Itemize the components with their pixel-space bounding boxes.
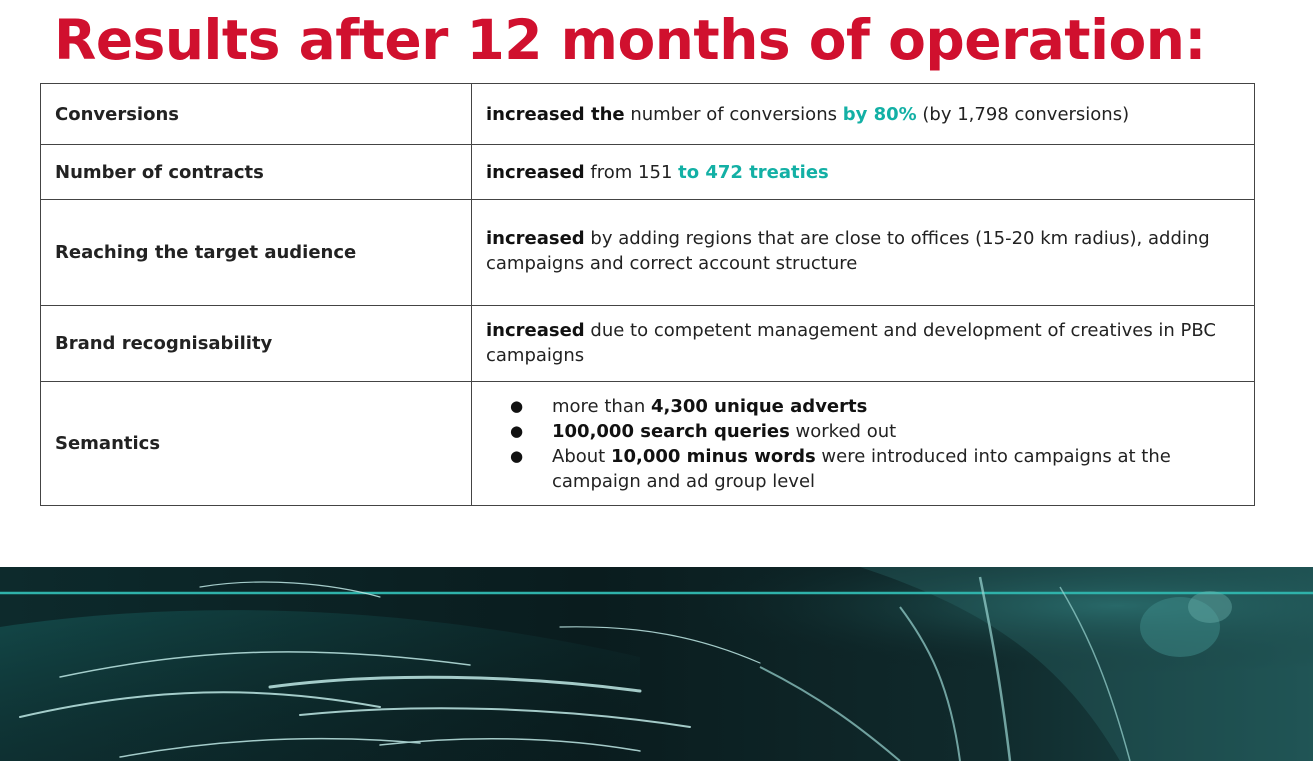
bullet-icon: ● (510, 421, 524, 440)
bullet-text: were introduced into campaigns at the ca… (552, 445, 1171, 492)
bullet-bold: 100,000 search queries (552, 420, 790, 442)
value-text: by adding regions that are close to offi… (486, 228, 1210, 274)
row-value: increased due to competent management an… (471, 305, 1255, 382)
bullet-bold: 10,000 minus words (610, 445, 816, 467)
row-label: Brand recognisability (40, 305, 472, 382)
reflection-lines (759, 576, 1131, 761)
bullet-icon: ● (510, 396, 524, 415)
bullet-text: worked out (789, 420, 897, 442)
value-bold: increased (486, 161, 585, 183)
table-row: Number of contracts increased from 151 t… (40, 144, 1255, 200)
value-text: from 151 (584, 161, 679, 183)
bullet-bold: 4,300 unique adverts (650, 395, 868, 417)
page-title: Results after 12 months of operation: (54, 8, 1206, 72)
list-item: ● more than 4,300 unique adverts (486, 394, 1240, 419)
list-item: ● About 10,000 minus words were introduce… (486, 444, 1240, 494)
row-value: ● more than 4,300 unique adverts ● 100,000… (471, 381, 1255, 506)
value-bold: increased (486, 320, 585, 341)
row-value: increased the number of conversions by 8… (471, 83, 1255, 145)
bullet-text: About (552, 445, 611, 467)
results-table: Conversions increased the number of conv… (40, 83, 1255, 506)
bullet-icon: ● (510, 446, 524, 465)
row-label: Number of contracts (40, 144, 472, 200)
table-row: Conversions increased the number of conv… (40, 83, 1255, 145)
car-photo-banner (0, 567, 1313, 761)
row-value: increased from 151 to 472 treaties (471, 144, 1255, 200)
row-value: increased by adding regions that are clo… (471, 199, 1255, 306)
value-bold: increased (486, 228, 585, 249)
table-row: Semantics ● more than 4,300 unique advert… (40, 381, 1255, 506)
list-item: ● 100,000 search queries worked out (486, 419, 1240, 444)
value-bold: increased the (486, 103, 625, 125)
bullet-text: more than (552, 395, 651, 417)
row-label: Semantics (40, 381, 472, 506)
bullet-list: ● more than 4,300 unique adverts ● 100,000… (486, 394, 1240, 494)
row-label: Reaching the target audience (40, 199, 472, 306)
value-text: due to competent management and developm… (486, 320, 1217, 366)
value-text: number of conversions (624, 103, 843, 125)
table-row: Brand recognisability increased due to c… (40, 305, 1255, 382)
table-row: Reaching the target audience increased b… (40, 199, 1255, 306)
light-streaks (19, 581, 761, 758)
row-label: Conversions (40, 83, 472, 145)
value-highlight: to 472 treaties (678, 161, 829, 183)
value-text: (by 1,798 conversions) (916, 103, 1130, 125)
value-highlight: by 80% (842, 103, 917, 125)
